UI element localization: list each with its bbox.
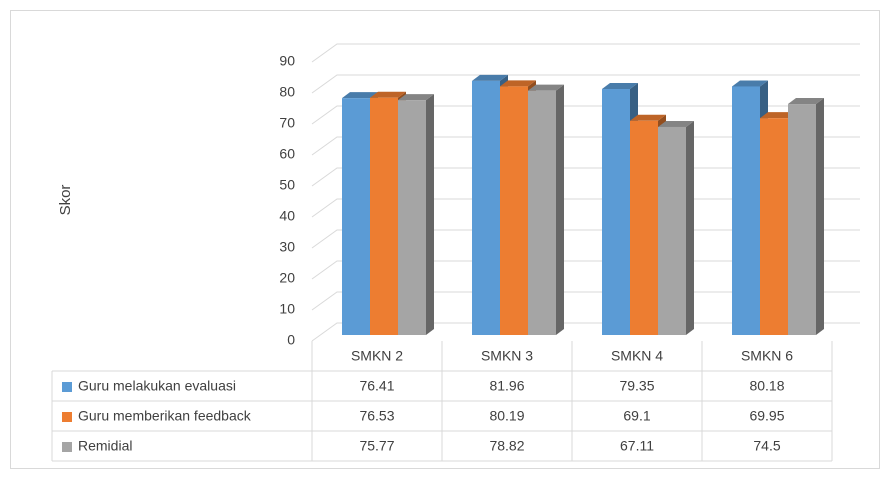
legend-swatch bbox=[62, 442, 72, 452]
y-tick-label: 80 bbox=[279, 84, 295, 100]
y-tick-label: 50 bbox=[279, 177, 295, 193]
y-tick-label: 0 bbox=[287, 332, 295, 348]
table-value: 76.41 bbox=[359, 378, 394, 394]
table-value: 74.5 bbox=[753, 438, 780, 454]
table-value: 67.11 bbox=[620, 438, 654, 454]
bar-top bbox=[788, 98, 824, 105]
bar bbox=[342, 98, 370, 335]
bar-side bbox=[686, 120, 694, 335]
bar bbox=[760, 118, 788, 335]
legend-label: Guru memberikan feedback bbox=[78, 408, 252, 424]
bar bbox=[500, 86, 528, 335]
y-tick-label: 30 bbox=[279, 239, 295, 255]
table-value: 80.19 bbox=[489, 408, 524, 424]
grid-line bbox=[311, 105, 860, 125]
grid-line bbox=[311, 43, 860, 63]
bar-top bbox=[342, 92, 378, 99]
bar-top bbox=[500, 80, 536, 87]
bar-top bbox=[630, 114, 666, 121]
bar bbox=[528, 90, 556, 336]
bar bbox=[398, 100, 426, 335]
legend-label: Guru melakukan evaluasi bbox=[78, 378, 236, 394]
x-tick-label: SMKN 6 bbox=[741, 348, 793, 364]
bar-top bbox=[528, 84, 564, 91]
bar bbox=[732, 86, 760, 335]
y-tick-label: 70 bbox=[279, 115, 295, 131]
table-value: 69.1 bbox=[623, 408, 650, 424]
bar-side bbox=[426, 94, 434, 335]
legend-label: Remidial bbox=[78, 438, 132, 454]
bar bbox=[788, 104, 816, 335]
bar bbox=[370, 97, 398, 336]
x-tick-label: SMKN 3 bbox=[481, 348, 533, 364]
bar-top bbox=[398, 94, 434, 101]
bar-top bbox=[658, 120, 694, 127]
y-tick-label: 10 bbox=[279, 301, 295, 317]
bar-top bbox=[472, 74, 508, 81]
x-tick-label: SMKN 2 bbox=[351, 348, 403, 364]
table-value: 75.77 bbox=[359, 438, 394, 454]
bar bbox=[658, 126, 686, 335]
bar-top bbox=[602, 83, 638, 90]
table-value: 81.96 bbox=[489, 378, 524, 394]
bar bbox=[602, 89, 630, 335]
table-value: 80.18 bbox=[749, 378, 784, 394]
legend-swatch bbox=[62, 382, 72, 392]
bar-top bbox=[760, 112, 796, 119]
legend-swatch bbox=[62, 412, 72, 422]
bar bbox=[630, 120, 658, 335]
y-tick-label: 20 bbox=[279, 270, 295, 286]
table-value: 78.82 bbox=[489, 438, 524, 454]
y-tick-label: 40 bbox=[279, 208, 295, 224]
table-value: 79.35 bbox=[619, 378, 654, 394]
table-value: 69.95 bbox=[749, 408, 784, 424]
x-tick-label: SMKN 4 bbox=[611, 348, 663, 364]
bar-side bbox=[556, 84, 564, 336]
bar-top bbox=[370, 91, 406, 98]
bar-top bbox=[732, 80, 768, 87]
table-value: 76.53 bbox=[359, 408, 394, 424]
grid-line bbox=[311, 74, 860, 94]
y-tick-label: 90 bbox=[279, 53, 295, 69]
bar bbox=[472, 80, 500, 335]
bar-side bbox=[816, 98, 824, 335]
y-tick-label: 60 bbox=[279, 146, 295, 162]
y-axis-label: Skor bbox=[57, 185, 74, 216]
